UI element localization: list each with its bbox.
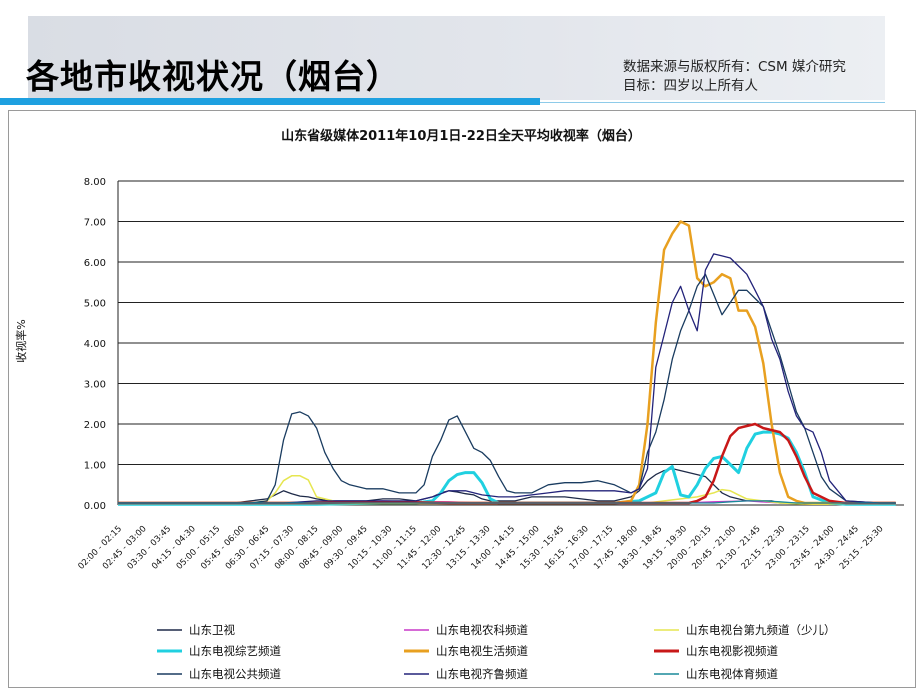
header-band [28, 16, 885, 100]
legend-label: 山东电视影视频道 [686, 644, 778, 658]
line-chart: 山东省级媒体2011年10月1日-22日全天平均收视率（烟台） 0.00 1.00… [14, 128, 904, 681]
y-tick-labels: 0.00 1.00 2.00 3.00 4.00 5.00 6.00 7.00 8.00 [84, 177, 106, 512]
legend-label: 山东电视体育频道 [686, 667, 778, 681]
y-tick-label: 4.00 [84, 339, 106, 350]
y-axis-label: 收视率% [14, 319, 28, 362]
legend-label: 山东电视综艺频道 [189, 644, 281, 658]
y-tick-label: 1.00 [84, 461, 106, 472]
series-line [118, 220, 896, 505]
source-note: 数据来源与版权所有：CSM 媒介研究 目标：四岁以上所有人 [623, 58, 846, 96]
y-tick-label: 2.00 [84, 420, 106, 431]
y-tick-label: 7.00 [84, 218, 106, 229]
series-line [118, 500, 896, 504]
y-tick-label: 0.00 [84, 501, 106, 512]
legend-label: 山东电视台第九频道（少儿） [686, 623, 836, 637]
header-accent-rule [0, 98, 540, 105]
source-line-target: 目标：四岁以上所有人 [623, 78, 758, 94]
legend-label: 山东卫视 [189, 623, 235, 637]
slide-title: 各地市收视状况（烟台） [26, 57, 400, 96]
source-line-copyright: 数据来源与版权所有：CSM 媒介研究 [623, 59, 846, 75]
series-line [118, 253, 896, 504]
legend-label: 山东电视农科频道 [436, 623, 528, 637]
y-tick-label: 6.00 [84, 258, 106, 269]
series-lines [118, 220, 896, 506]
chart-frame: 山东省级媒体2011年10月1日-22日全天平均收视率（烟台） 0.00 1.00… [8, 110, 916, 688]
y-tick-label: 8.00 [84, 177, 106, 188]
y-tick-label: 5.00 [84, 299, 106, 310]
x-tick-label: 25:15 - 25:30 [838, 524, 886, 572]
legend: 山东卫视 山东电视农科频道 山东电视台第九频道（少儿） 山东电视综艺频道 山东电视生活频… [157, 623, 836, 681]
legend-label: 山东电视齐鲁频道 [436, 667, 528, 681]
legend-label: 山东电视公共频道 [189, 667, 281, 681]
header-thin-rule [540, 102, 885, 103]
chart-title: 山东省级媒体2011年10月1日-22日全天平均收视率（烟台） [281, 128, 641, 144]
legend-label: 山东电视生活频道 [436, 644, 528, 658]
grid-lines [117, 180, 904, 506]
y-tick-label: 3.00 [84, 380, 106, 391]
